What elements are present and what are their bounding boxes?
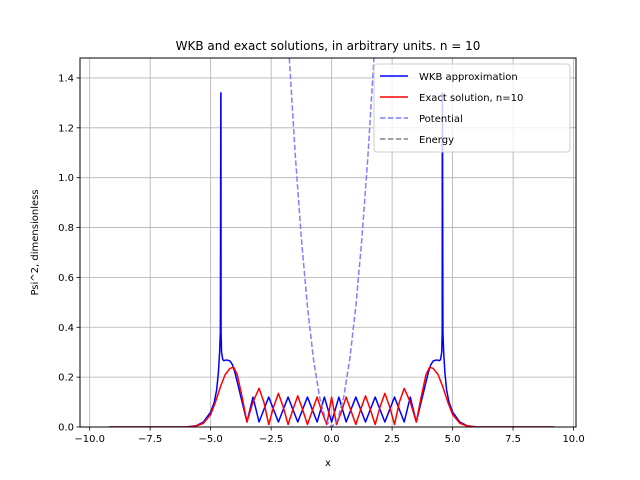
y-tick-label: 1.2 (58, 123, 74, 134)
chart-title: WKB and exact solutions, in arbitrary un… (176, 39, 481, 53)
x-tick-label: 5.0 (445, 434, 461, 445)
y-tick-label: 0.2 (58, 373, 74, 384)
y-tick-label: 0.4 (58, 323, 74, 334)
x-tick-label: −2.5 (259, 434, 283, 445)
legend-label: Energy (419, 135, 454, 146)
y-axis-label: Psi^2, dimensionless (30, 189, 41, 295)
legend-label: Exact solution, n=10 (419, 93, 523, 104)
y-tick-label: 0.8 (58, 223, 74, 234)
plot-frame (79, 57, 577, 428)
legend-box (373, 63, 571, 153)
x-axis-label: x (325, 458, 331, 469)
legend: WKB approximation Exact solution, n=10 Pot… (373, 63, 571, 153)
x-tick-label: 10.0 (562, 434, 584, 445)
y-tick-label: 0.0 (58, 423, 74, 434)
y-tick-label: 1.4 (58, 73, 74, 84)
x-tick-label: 7.5 (505, 434, 521, 445)
x-tick-label: −7.5 (138, 434, 162, 445)
series-line-exact-solution-n-10 (109, 366, 555, 427)
x-tick-label: 0.0 (324, 434, 340, 445)
legend-label: Potential (419, 114, 463, 125)
x-tick-label: −10.0 (74, 434, 105, 445)
x-tick-label: −5.0 (199, 434, 223, 445)
ticks: −10.0 −7.5 −5.0 −2.5 0.0 2.5 5.0 7.5 10.0 0.0 0.2 0… (58, 73, 585, 445)
y-tick-label: 0.6 (58, 273, 74, 284)
x-tick-label: 2.5 (384, 434, 400, 445)
y-tick-label: 1.0 (58, 173, 74, 184)
legend-label: WKB approximation (419, 72, 518, 83)
